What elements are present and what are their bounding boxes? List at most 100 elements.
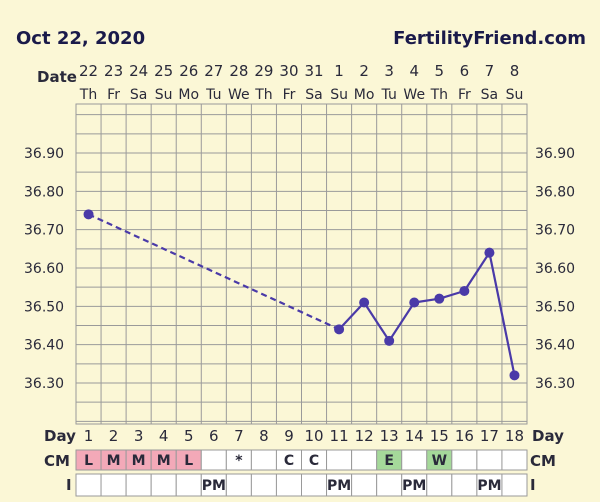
y-tick-label-right: 36.70 bbox=[535, 223, 575, 239]
date-label: 28 bbox=[229, 62, 248, 80]
weekday-label: Th bbox=[79, 87, 97, 103]
cycle-day-label: 16 bbox=[455, 427, 474, 445]
cycle-day-label: 8 bbox=[259, 427, 269, 445]
cycle-day-label: 3 bbox=[134, 427, 144, 445]
y-tick-label-right: 36.30 bbox=[535, 376, 575, 392]
weekday-label: Su bbox=[330, 87, 348, 103]
intercourse-cell bbox=[175, 473, 202, 497]
temperature-point bbox=[509, 370, 520, 381]
y-tick-label-left: 36.50 bbox=[24, 299, 64, 315]
y-tick-label-right: 36.40 bbox=[535, 338, 575, 354]
date-label: 23 bbox=[104, 62, 123, 80]
cycle-day-label: 5 bbox=[184, 427, 194, 445]
date-label: 8 bbox=[510, 62, 520, 80]
day-row-label-right: Day bbox=[532, 427, 564, 445]
date-label: 1 bbox=[334, 62, 344, 80]
cm-value: C bbox=[309, 453, 319, 469]
intercourse-cell bbox=[250, 473, 277, 497]
cycle-day-label: 4 bbox=[159, 427, 169, 445]
cm-row-label-left: CM bbox=[44, 452, 70, 470]
weekday-label: Tu bbox=[381, 87, 397, 103]
temperature-point bbox=[334, 324, 345, 335]
cycle-day-label: 14 bbox=[405, 427, 424, 445]
cycle-day-label: 9 bbox=[284, 427, 294, 445]
temperature-point bbox=[484, 247, 495, 258]
date-label: 27 bbox=[204, 62, 223, 80]
intercourse-cell bbox=[275, 473, 303, 497]
temperature-point bbox=[359, 297, 370, 308]
date-label: 7 bbox=[485, 62, 495, 80]
temperature-point bbox=[459, 286, 470, 296]
cycle-day-label: 17 bbox=[480, 427, 499, 445]
intercourse-cell bbox=[225, 473, 252, 497]
intercourse-cell bbox=[150, 473, 177, 497]
intercourse-cell bbox=[426, 473, 453, 497]
intercourse-cell bbox=[376, 473, 403, 497]
date-label: 4 bbox=[409, 62, 419, 80]
brand-name: FertilityFriend.com bbox=[393, 28, 586, 49]
intercourse-cell bbox=[451, 473, 478, 497]
cm-value: C bbox=[284, 453, 294, 469]
intercourse-cell bbox=[100, 473, 127, 497]
cm-cell bbox=[401, 449, 428, 471]
temperature-line bbox=[388, 301, 416, 342]
y-tick-label-left: 36.60 bbox=[24, 261, 64, 277]
weekday-label: Mo bbox=[354, 87, 375, 103]
temperature-point bbox=[384, 335, 395, 346]
cm-value: E bbox=[384, 453, 394, 469]
cm-value: L bbox=[184, 453, 193, 469]
y-tick-label-right: 36.60 bbox=[535, 261, 575, 277]
weekday-label: Su bbox=[506, 87, 524, 103]
weekday-label: Th bbox=[254, 87, 272, 103]
cm-cell bbox=[351, 449, 378, 471]
date-row-label: Date bbox=[37, 68, 77, 86]
chart-marks: 22 23 24 25 26 27 28 29 30 31 1 2 3 4 5 6 7 8Th Fr Sa Su Mo Tu… bbox=[24, 62, 575, 497]
weekday-label: Tu bbox=[205, 87, 221, 103]
intercourse-cell bbox=[501, 473, 528, 497]
cm-value: * bbox=[235, 453, 243, 469]
date-label: 2 bbox=[359, 62, 369, 80]
cycle-day-label: 15 bbox=[430, 427, 449, 445]
temperature-point bbox=[434, 293, 445, 304]
date-label: 6 bbox=[460, 62, 470, 80]
weekday-label: Fr bbox=[458, 87, 471, 103]
intercourse-cell bbox=[351, 473, 378, 497]
weekday-label: We bbox=[228, 87, 250, 103]
date-label: 25 bbox=[154, 62, 173, 80]
weekday-label: Sa bbox=[481, 87, 498, 103]
temperature-line bbox=[338, 301, 365, 331]
cm-cell bbox=[501, 449, 528, 471]
cm-cell bbox=[476, 449, 503, 471]
temperature-point bbox=[83, 209, 94, 220]
cm-row-label-right: CM bbox=[530, 452, 556, 470]
intercourse-value: PM bbox=[402, 478, 426, 494]
cycle-day-label: 6 bbox=[209, 427, 219, 445]
date-label: 29 bbox=[254, 62, 273, 80]
y-tick-label-right: 36.80 bbox=[535, 184, 575, 200]
y-tick-label-left: 36.80 bbox=[24, 184, 64, 200]
i-row-label-right: I bbox=[530, 476, 536, 494]
date-label: 3 bbox=[384, 62, 394, 80]
temperature-line bbox=[363, 301, 391, 342]
cycle-day-label: 7 bbox=[234, 427, 244, 445]
intercourse-cell bbox=[75, 473, 102, 497]
i-row-label-left: I bbox=[66, 476, 72, 494]
chart-date-title: Oct 22, 2020 bbox=[16, 28, 145, 49]
day-row-label-left: Day bbox=[44, 427, 76, 445]
cm-cell bbox=[451, 449, 478, 471]
date-label: 31 bbox=[304, 62, 323, 80]
cm-cell bbox=[326, 449, 353, 471]
cycle-day-label: 10 bbox=[304, 427, 323, 445]
y-tick-label-left: 36.70 bbox=[24, 223, 64, 239]
intercourse-cell bbox=[125, 473, 152, 497]
date-label: 5 bbox=[435, 62, 445, 80]
date-label: 26 bbox=[179, 62, 198, 80]
temperature-gap-line bbox=[88, 213, 340, 331]
temperature-point bbox=[409, 297, 420, 308]
weekday-label: We bbox=[403, 87, 425, 103]
y-tick-label-left: 36.30 bbox=[24, 376, 64, 392]
weekday-label: Mo bbox=[178, 87, 199, 103]
cycle-day-label: 12 bbox=[355, 427, 374, 445]
